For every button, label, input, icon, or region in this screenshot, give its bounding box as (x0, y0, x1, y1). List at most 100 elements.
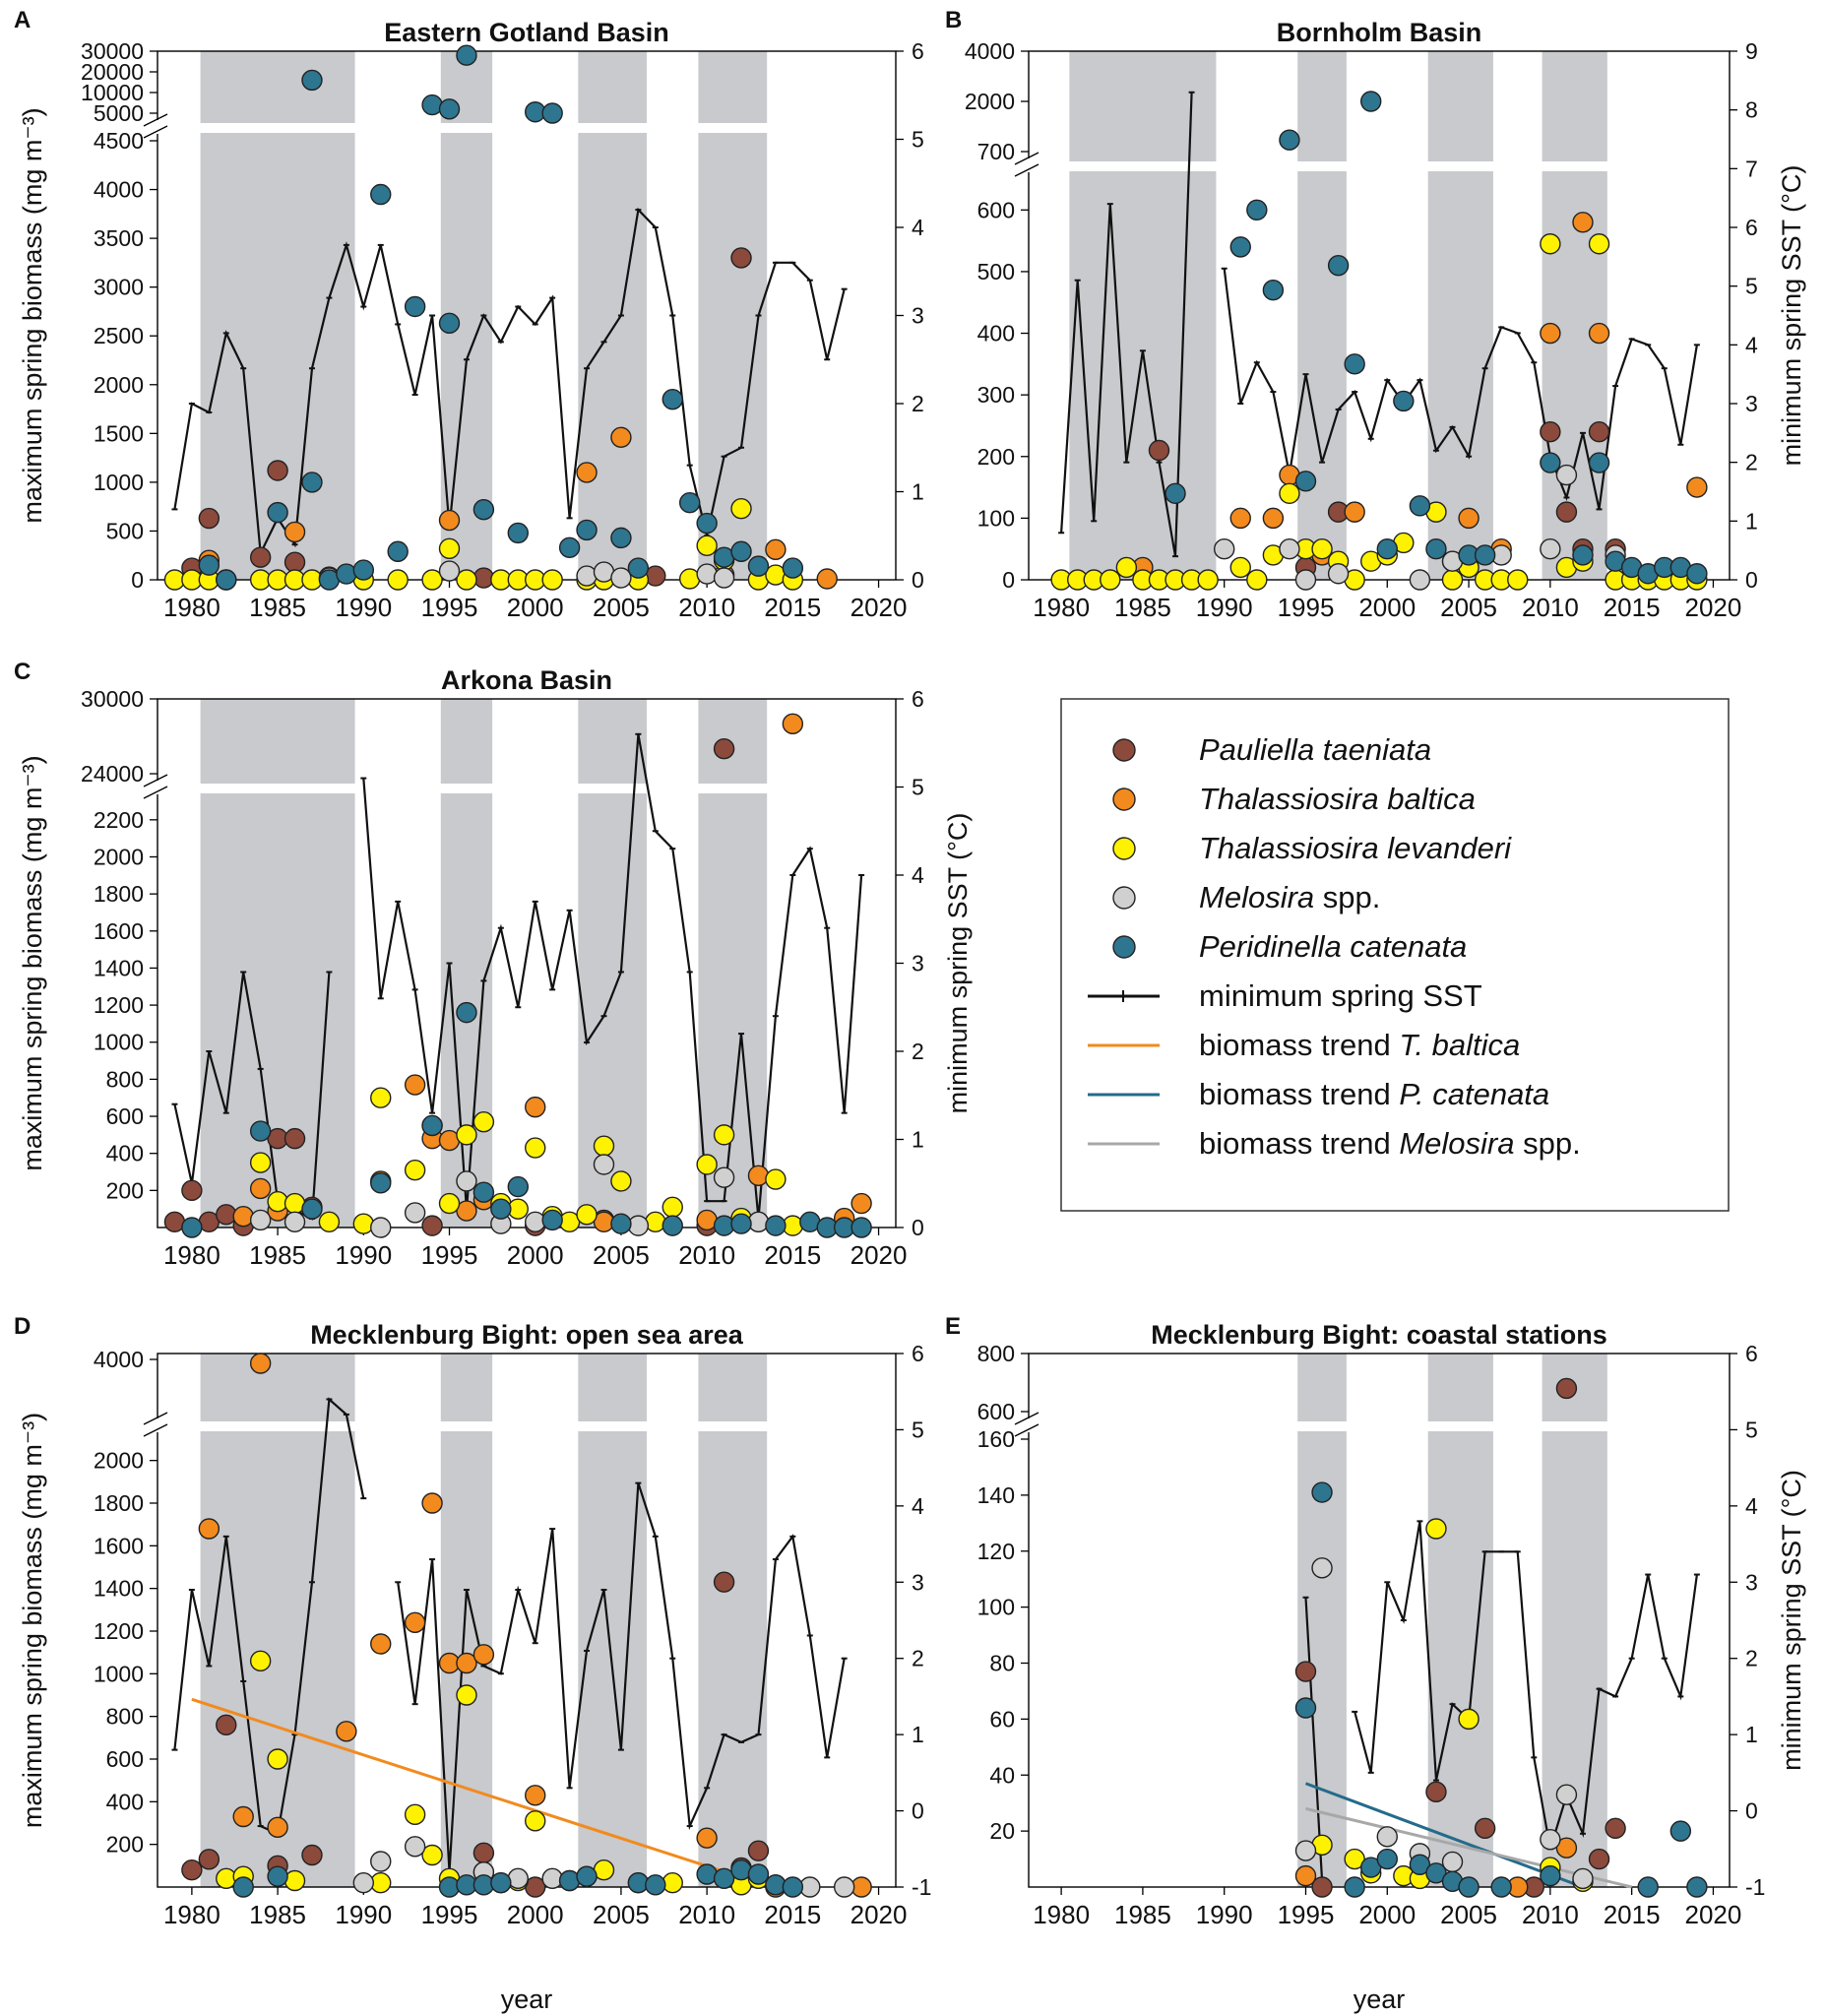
marker-peridinella (1327, 254, 1350, 277)
marker-peridinella (352, 559, 375, 581)
marker-peridinella (850, 1217, 872, 1238)
y2-tick-label: -1 (1745, 1874, 1765, 1900)
marker-t_levanderi (713, 1124, 735, 1146)
marker-t_baltica (1458, 507, 1480, 530)
shaded-period-upper (578, 1354, 648, 1421)
y2-tick-label: 3 (912, 303, 924, 329)
marker-t_levanderi (1507, 569, 1529, 591)
marker-peridinella (301, 472, 323, 493)
marker-t_levanderi (456, 1684, 477, 1706)
marker-t_levanderi (249, 1650, 272, 1672)
x-tick-label: 2000 (1358, 593, 1416, 622)
marker-pauliella (267, 460, 288, 481)
marker-melosira (370, 1851, 392, 1872)
y-tick-label: 1600 (94, 918, 144, 944)
marker-pauliella (421, 1215, 443, 1236)
marker-t_baltica (696, 1827, 718, 1849)
marker-t_levanderi (525, 1810, 546, 1832)
x-tick-label: 1990 (1196, 1900, 1253, 1929)
marker-t_baltica (1555, 1837, 1578, 1858)
marker-peridinella (713, 1867, 735, 1890)
panel-E: 1980 1985 1990 1995 2000 2005 2010 2015 20202040… (945, 1313, 1806, 2014)
marker-peridinella (1229, 236, 1251, 258)
y-tick-label: 2000 (94, 372, 144, 398)
marker-t_baltica (232, 1805, 254, 1828)
marker-t_baltica (610, 426, 632, 448)
marker-melosira (404, 1836, 426, 1858)
marker-pauliella (1294, 1661, 1317, 1682)
y-tick-label: 80 (989, 1651, 1015, 1676)
y-tick-label: 1200 (94, 1618, 144, 1644)
marker-peridinella (249, 1120, 272, 1142)
shaded-period (1427, 1431, 1493, 1887)
marker-melosira (833, 1876, 855, 1898)
marker-t_baltica (267, 1816, 288, 1839)
marker-t_baltica (370, 1633, 392, 1655)
legend-label: Thalassiosira levanderi (1199, 831, 1512, 865)
marker-melosira (438, 560, 461, 582)
x-tick-label: 2000 (507, 1900, 564, 1929)
y2-tick-label: 5 (1745, 274, 1758, 299)
x-tick-label: 1995 (421, 1240, 478, 1270)
y-tick-label: 2000 (94, 844, 144, 869)
marker-peridinella (421, 94, 443, 116)
marker-melosira (1555, 1784, 1578, 1805)
marker-pauliella (1540, 421, 1561, 443)
x-tick-label: 1995 (1278, 593, 1335, 622)
y-tick-label: 20000 (81, 59, 144, 85)
y2-tick-label: 2 (1745, 450, 1758, 475)
marker-peridinella (1165, 482, 1186, 505)
plot-frame (1028, 50, 1731, 581)
x-axis-title: year (501, 1984, 553, 2014)
marker-pauliella (1605, 1817, 1626, 1839)
y2-tick-label: 3 (1745, 1569, 1758, 1595)
marker-t_baltica (1344, 501, 1365, 523)
y-axis-title: maximum spring biomass (mg m⁻³) (18, 1413, 47, 1828)
x-tick-label: 2010 (678, 1240, 735, 1270)
marker-peridinella (1409, 495, 1431, 517)
y-tick-label: 1000 (94, 1661, 144, 1686)
shaded-period-upper (200, 1354, 355, 1421)
marker-t_levanderi (404, 1159, 426, 1181)
x-tick-label: 2005 (1440, 593, 1497, 622)
y-tick-label: 5000 (94, 100, 144, 126)
marker-peridinella (370, 1172, 392, 1194)
y-tick-label: 600 (106, 1746, 144, 1772)
panel-D: 1980 1985 1990 1995 2000 2005 2010 2015 20202004… (14, 1313, 931, 2014)
marker-pauliella (1425, 1781, 1447, 1803)
marker-t_levanderi (696, 1154, 718, 1175)
x-tick-label: 1990 (1196, 593, 1253, 622)
y-tick-label: 600 (977, 197, 1015, 222)
x-tick-label: 2020 (850, 1240, 908, 1270)
marker-peridinella (1540, 452, 1561, 473)
marker-t_levanderi (593, 1135, 615, 1157)
x-tick-label: 1995 (421, 593, 478, 622)
marker-melosira (1555, 464, 1578, 486)
marker-peridinella (181, 1217, 203, 1238)
shaded-period-upper (578, 51, 648, 123)
marker-pauliella (472, 1842, 495, 1864)
y2-tick-label: 6 (1745, 215, 1758, 240)
y2-tick-label: 4 (1745, 1493, 1758, 1519)
x-axis-title: year (1354, 1984, 1406, 2014)
y-tick-label: 400 (106, 1141, 144, 1166)
marker-melosira (1540, 1828, 1561, 1851)
marker-pauliella (713, 737, 735, 760)
marker-pauliella (1311, 1876, 1333, 1898)
marker-melosira (352, 1871, 375, 1894)
marker-t_levanderi (438, 1192, 461, 1215)
panel-C: 1980 1985 1990 1995 2000 2005 2010 2015 20202004… (14, 659, 973, 1270)
x-tick-label: 1980 (163, 1900, 220, 1929)
y-tick-label: 1400 (94, 1576, 144, 1602)
legend-label: biomass trend T. baltica (1199, 1028, 1520, 1062)
axis-break-mark (143, 1423, 168, 1437)
marker-t_levanderi (438, 537, 461, 559)
marker-t_levanderi (267, 1748, 288, 1770)
marker-melosira (249, 1209, 272, 1231)
y2-tick-label: 2 (912, 1646, 924, 1671)
marker-t_levanderi (456, 1124, 477, 1146)
y-tick-label: 30000 (81, 38, 144, 64)
shaded-period-upper (1297, 51, 1347, 161)
marker-peridinella (1474, 544, 1496, 566)
marker-pauliella (747, 1840, 770, 1861)
